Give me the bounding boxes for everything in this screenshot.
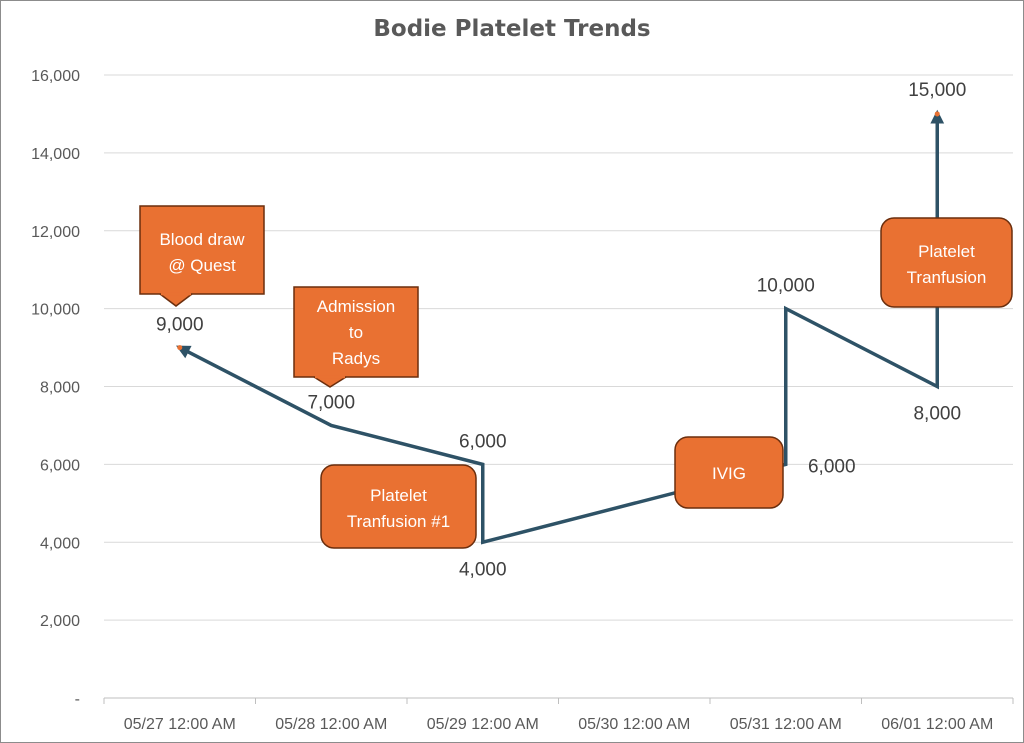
callout-text: Platelet bbox=[918, 242, 975, 261]
callout-box bbox=[139, 205, 265, 295]
annotation-callout: Admission to Radys bbox=[293, 286, 419, 388]
annotation-callout: Platelet Tranfusion #1 bbox=[320, 464, 477, 549]
callout-box bbox=[674, 436, 784, 509]
data-label: 10,000 bbox=[757, 276, 815, 297]
annotation-callout: Blood draw @ Quest bbox=[139, 205, 265, 307]
x-tick-label: 05/28 12:00 AM bbox=[275, 716, 387, 733]
callout-text: Tranfusion bbox=[907, 268, 987, 287]
data-label: 6,000 bbox=[808, 456, 856, 477]
x-tick-label: 05/27 12:00 AM bbox=[124, 716, 236, 733]
y-tick-label: 6,000 bbox=[40, 457, 80, 474]
data-label: 15,000 bbox=[908, 80, 966, 101]
callout-text: IVIG bbox=[712, 464, 746, 483]
data-label: 4,000 bbox=[459, 559, 507, 580]
callout-text: Platelet bbox=[370, 486, 427, 505]
y-tick-label: 8,000 bbox=[40, 380, 80, 397]
annotation-callout: IVIG bbox=[674, 436, 784, 509]
y-tick-label: - bbox=[75, 691, 80, 708]
y-tick-label: 12,000 bbox=[31, 224, 80, 241]
x-tick-label: 06/01 12:00 AM bbox=[881, 716, 993, 733]
data-point-marker bbox=[177, 345, 183, 351]
x-tick-label: 05/31 12:00 AM bbox=[730, 716, 842, 733]
callout-text: Blood draw bbox=[159, 230, 245, 249]
data-label: 7,000 bbox=[307, 392, 355, 413]
callout-box bbox=[320, 464, 477, 549]
chart-title: Bodie Platelet Trends bbox=[373, 16, 651, 42]
data-label: 9,000 bbox=[156, 315, 204, 336]
y-tick-label: 14,000 bbox=[31, 146, 80, 163]
data-point-marker bbox=[934, 111, 940, 117]
y-tick-label: 2,000 bbox=[40, 613, 80, 630]
data-label: 6,000 bbox=[459, 431, 507, 452]
annotation-callout: Platelet Tranfusion bbox=[880, 217, 1013, 308]
x-tick-label: 05/29 12:00 AM bbox=[427, 716, 539, 733]
callout-pointer bbox=[311, 376, 349, 388]
y-tick-label: 4,000 bbox=[40, 535, 80, 552]
x-tick-label: 05/30 12:00 AM bbox=[578, 716, 690, 733]
callout-text: @ Quest bbox=[168, 256, 236, 275]
series-line bbox=[176, 109, 945, 545]
y-tick-label: 10,000 bbox=[31, 302, 80, 319]
callout-box bbox=[880, 217, 1013, 308]
data-label: 8,000 bbox=[913, 404, 961, 425]
callout-text: Tranfusion #1 bbox=[347, 512, 450, 531]
callout-text: Admission bbox=[317, 297, 395, 316]
callout-pointer bbox=[157, 293, 195, 307]
callout-text: Radys bbox=[332, 349, 380, 368]
callout-text: to bbox=[349, 323, 363, 342]
callout-box bbox=[293, 286, 419, 378]
y-tick-label: 16,000 bbox=[31, 68, 80, 85]
